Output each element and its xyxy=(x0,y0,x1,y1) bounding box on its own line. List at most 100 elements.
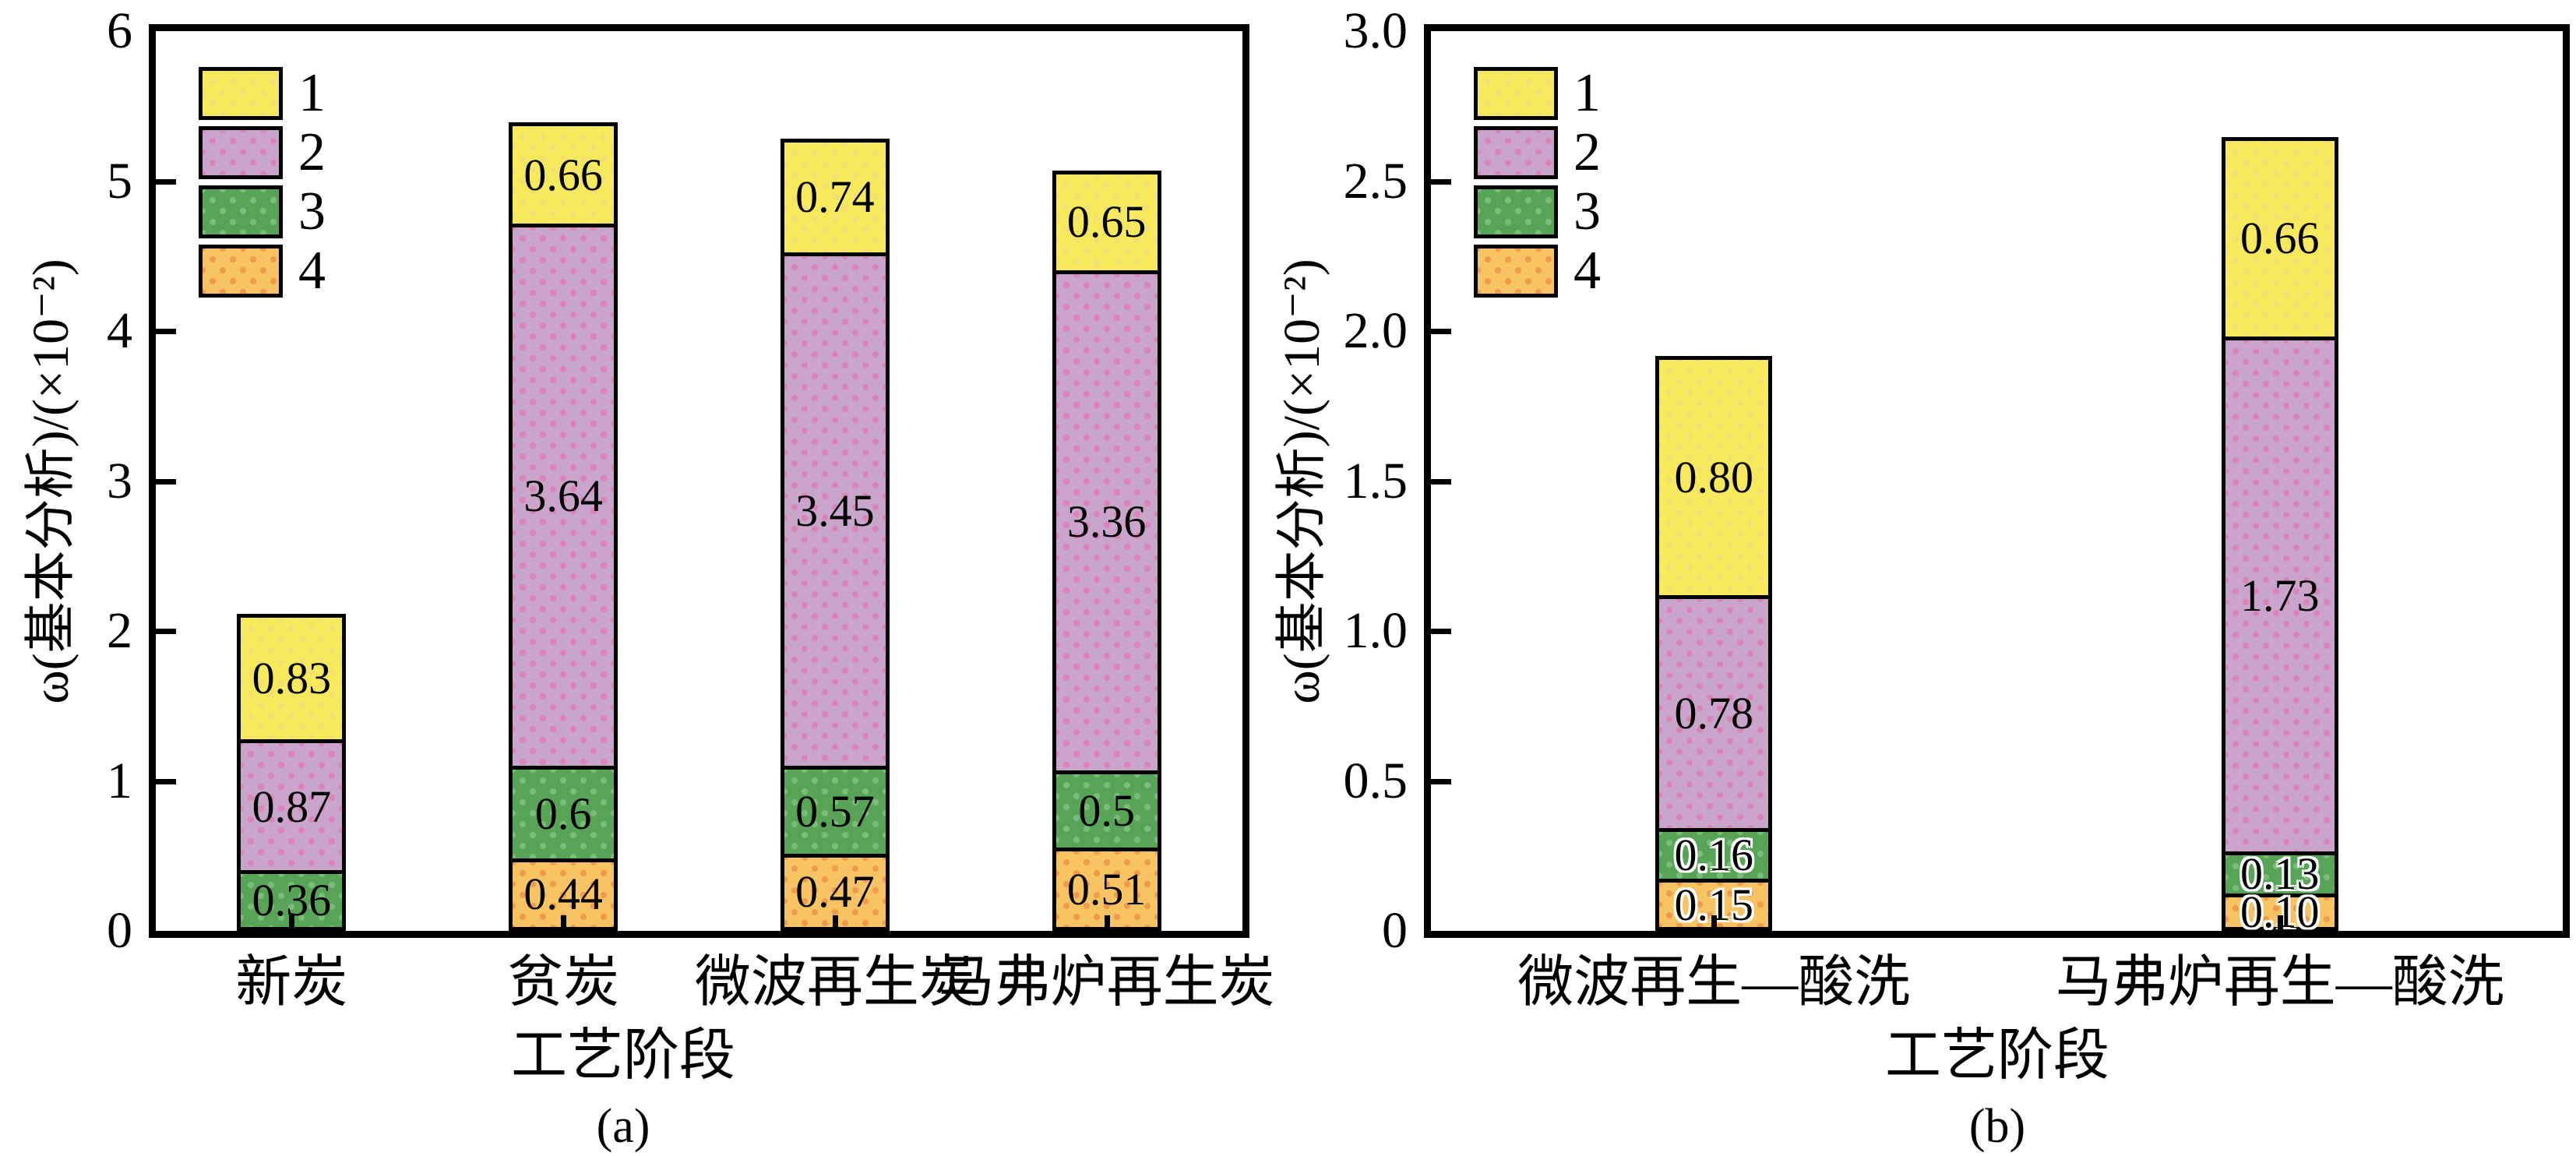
bar-value-label: 0.66 xyxy=(523,149,603,200)
bar-segment-3: 0.36 xyxy=(241,870,343,927)
legend-swatch-icon xyxy=(199,67,283,120)
legend-swatch-icon xyxy=(199,245,283,298)
bar-value-label: 1.73 xyxy=(2240,569,2320,621)
legend-label: 1 xyxy=(1573,63,1601,123)
legend-swatch-icon xyxy=(1474,185,1558,238)
y-axis-tick xyxy=(1431,178,1451,185)
legend-label: 3 xyxy=(1573,182,1601,241)
legend-swatch-icon xyxy=(199,126,283,179)
bar-value-label: 0.87 xyxy=(252,781,332,832)
bar-segment-1: 0.83 xyxy=(241,618,343,740)
bar-segment-3: 0.13 xyxy=(2225,851,2335,897)
bar-value-label: 0.78 xyxy=(1674,688,1754,739)
bar-value-label: 3.45 xyxy=(795,485,875,536)
legend-swatch-icon xyxy=(199,185,283,238)
x-axis-category-label: 新炭 xyxy=(235,951,348,1013)
bar-value-label: 0.5 xyxy=(1078,784,1135,836)
legend-label: 1 xyxy=(298,63,326,123)
y-axis-tick-label: 0.5 xyxy=(1343,752,1408,809)
y-axis-tick-label: 2.5 xyxy=(1343,152,1408,210)
bar-segment-2: 1.73 xyxy=(2225,336,2335,851)
bar-segment-4: 0.51 xyxy=(1055,848,1158,927)
bar-value-label: 0.74 xyxy=(795,171,875,223)
y-axis-tick-label: 1.0 xyxy=(1343,602,1408,659)
x-axis-category-label: 贫炭 xyxy=(507,951,620,1013)
y-axis-tick xyxy=(156,778,176,784)
plot-box xyxy=(1424,24,2570,938)
bar-segment-2: 0.87 xyxy=(241,739,343,871)
bar-value-label: 0.13 xyxy=(2240,848,2320,900)
x-axis-tick xyxy=(289,915,295,931)
x-axis-tick xyxy=(561,915,567,931)
y-axis-tick-label: 0 xyxy=(1382,902,1408,959)
subplot-caption: (a) xyxy=(596,1100,650,1153)
bar-value-label: 0.6 xyxy=(534,788,592,839)
bar-segment-1: 0.65 xyxy=(1055,174,1158,270)
y-axis-tick xyxy=(1431,478,1451,485)
plot-box xyxy=(149,24,1249,938)
legend-label: 4 xyxy=(1573,241,1601,301)
x-axis-category-label: 马弗炉再生炭 xyxy=(938,951,1275,1013)
legend-label: 2 xyxy=(1573,122,1601,182)
y-axis-tick xyxy=(1431,329,1451,334)
subplot-caption: (b) xyxy=(1968,1100,2026,1153)
legend-label: 4 xyxy=(298,241,326,301)
x-axis-title: 工艺阶段 xyxy=(510,1024,736,1087)
y-axis-tick xyxy=(156,178,176,185)
x-axis-tick xyxy=(832,915,838,931)
y-axis-tick xyxy=(156,478,176,485)
bar-value-label: 0.65 xyxy=(1066,196,1147,248)
x-axis-category-label: 微波再生—酸洗 xyxy=(1517,951,1911,1013)
y-axis-tick xyxy=(156,329,176,334)
bar-segment-1: 0.80 xyxy=(1659,360,1769,595)
bar-value-label: 0.44 xyxy=(523,869,603,920)
x-axis-tick xyxy=(2277,915,2283,931)
y-axis-tick-label: 0 xyxy=(107,902,132,959)
bar-segment-2: 0.78 xyxy=(1659,594,1769,829)
bar-b-1: 0.66 1.73 0.13 0.10 xyxy=(2221,137,2338,935)
bar-segment-4: 0.44 xyxy=(513,858,615,927)
bar-segment-3: 0.6 xyxy=(513,765,615,858)
bar-value-label: 0.83 xyxy=(252,653,332,704)
bar-value-label: 0.66 xyxy=(2240,213,2320,264)
y-axis-tick xyxy=(1431,778,1451,784)
bar-segment-3: 0.16 xyxy=(1659,828,1769,881)
bar-segment-3: 0.5 xyxy=(1055,770,1158,848)
bar-value-label: 3.64 xyxy=(523,471,603,522)
bar-a-0: 0.83 0.87 0.36 xyxy=(237,614,347,931)
y-axis-tick xyxy=(1431,629,1451,634)
y-axis-tick xyxy=(156,629,176,634)
y-axis-tick-label: 2.0 xyxy=(1343,302,1408,359)
bar-segment-1: 0.66 xyxy=(513,126,615,224)
y-axis-tick-label: 1.5 xyxy=(1343,452,1408,509)
bar-segment-2: 3.36 xyxy=(1055,270,1158,770)
x-axis-title: 工艺阶段 xyxy=(1884,1024,2110,1087)
legend-label: 2 xyxy=(298,122,326,182)
bar-a-3: 0.65 3.36 0.5 0.51 xyxy=(1052,170,1161,931)
bar-value-label: 0.51 xyxy=(1066,863,1147,915)
bar-b-0: 0.80 0.78 0.16 0.15 xyxy=(1655,356,1773,931)
x-axis-category-label: 微波再生炭 xyxy=(694,951,975,1013)
legend-swatch-icon xyxy=(1474,245,1558,298)
bar-segment-2: 3.64 xyxy=(513,224,615,766)
bar-value-label: 0.57 xyxy=(795,785,875,837)
bar-value-label: 0.16 xyxy=(1674,830,1754,881)
bar-value-label: 0.80 xyxy=(1674,452,1754,503)
bar-segment-2: 3.45 xyxy=(784,252,886,766)
x-axis-category-label: 马弗炉再生—酸洗 xyxy=(2055,951,2504,1013)
bar-a-2: 0.74 3.45 0.57 0.47 xyxy=(780,139,890,931)
y-axis-tick-label: 2 xyxy=(107,602,132,659)
y-axis-tick-label: 5 xyxy=(107,152,132,210)
legend-swatch-icon xyxy=(1474,67,1558,120)
x-axis-tick xyxy=(1711,915,1718,931)
y-axis-title: ω(基本分析)/(×10⁻²) xyxy=(1274,258,1330,704)
y-axis-tick-label: 4 xyxy=(107,302,132,359)
legend-swatch-icon xyxy=(1474,126,1558,179)
bar-value-label: 3.36 xyxy=(1066,496,1147,548)
bar-value-label: 0.47 xyxy=(795,866,875,918)
y-axis-tick-label: 6 xyxy=(107,2,132,59)
bar-segment-1: 0.66 xyxy=(2225,141,2335,337)
